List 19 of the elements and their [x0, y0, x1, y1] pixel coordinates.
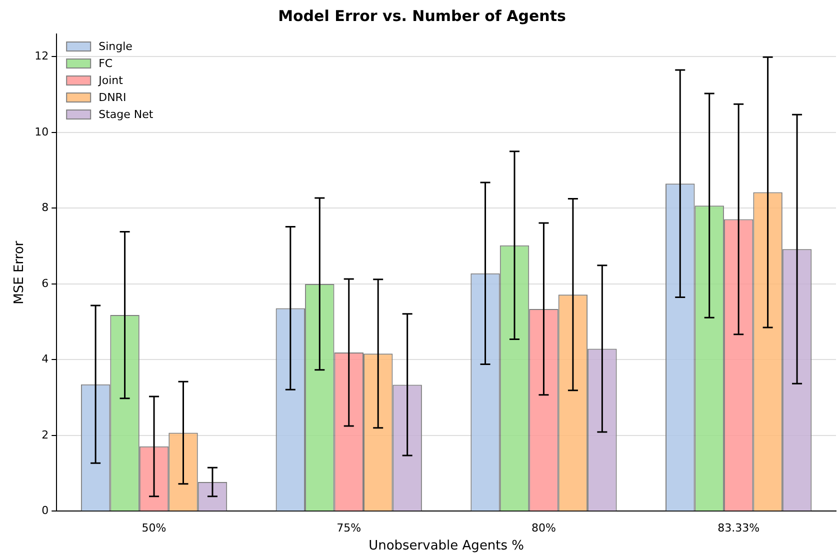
legend-label: DNRI: [98, 90, 126, 104]
x-tick-label: 75%: [336, 522, 362, 535]
x-tick-label: 50%: [142, 522, 166, 535]
y-tick-label: 0: [42, 504, 49, 518]
legend-label: Stage Net: [98, 108, 154, 121]
y-tick-label: 8: [42, 201, 49, 214]
y-tick-label: 4: [42, 352, 49, 366]
legend-label: FC: [98, 56, 113, 70]
y-tick-label: 12: [34, 50, 49, 63]
y-tick-label: 10: [34, 125, 49, 138]
y-tick-label: 6: [42, 276, 49, 290]
x-tick-label: 83.33%: [718, 522, 760, 535]
y-tick-label: 2: [42, 428, 49, 442]
legend-label: Single: [98, 40, 133, 53]
chart-title: Model Error vs. Number of Agents: [278, 6, 566, 25]
y-axis-title: MSE Error: [12, 240, 28, 304]
x-tick-label: 80%: [531, 522, 556, 535]
x-axis-title: Unobservable Agents %: [368, 538, 524, 554]
legend-label: Joint: [98, 74, 124, 87]
